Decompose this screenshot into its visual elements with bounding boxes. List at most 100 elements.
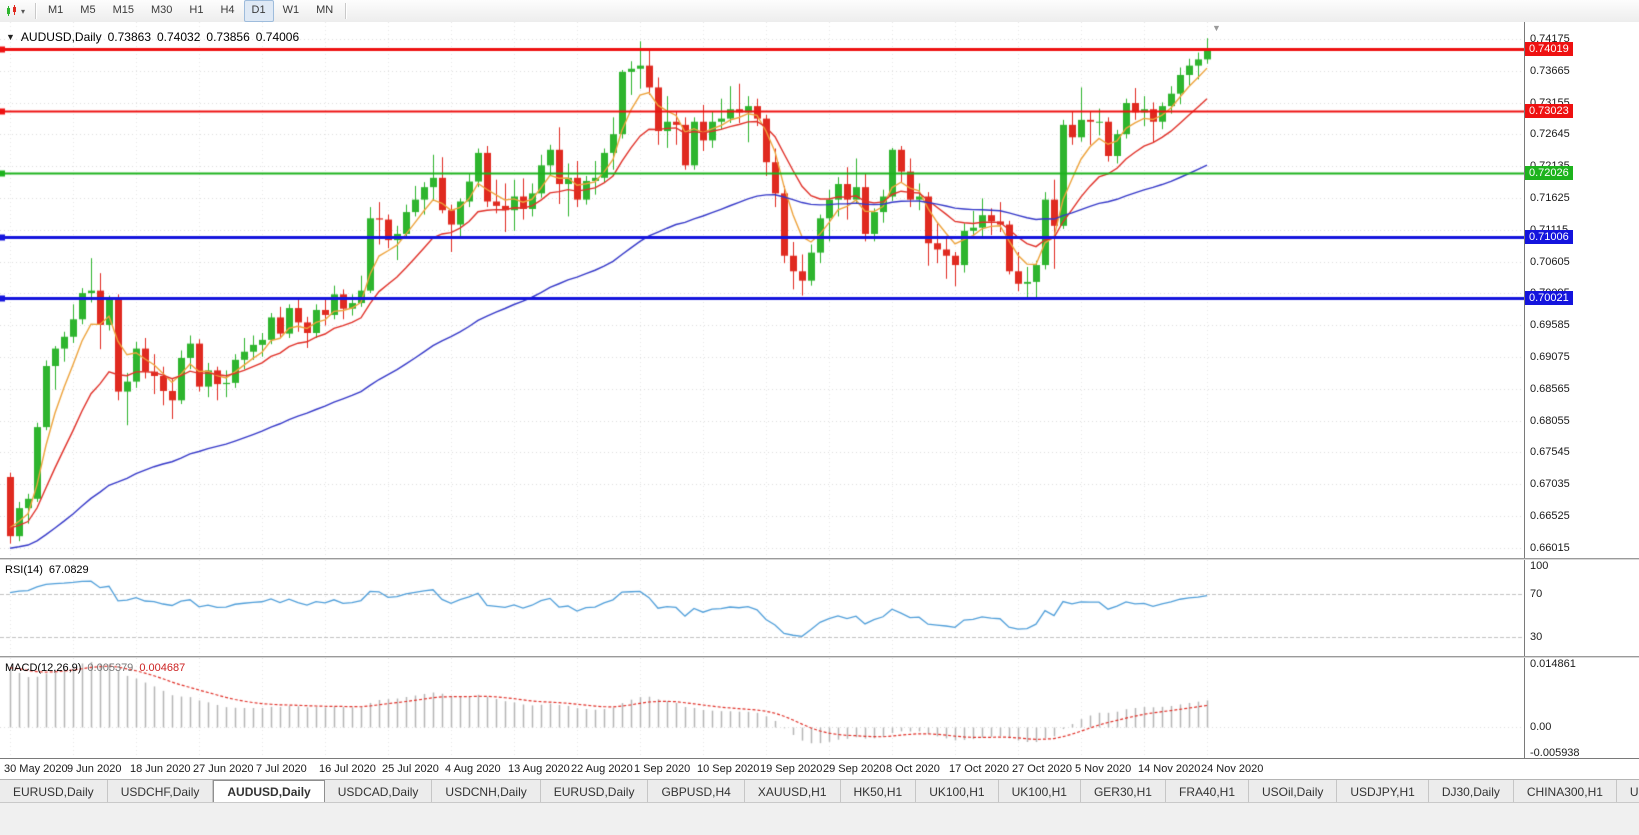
price-axis-label: 0.70605 bbox=[1530, 255, 1570, 268]
high-value: 0.74032 bbox=[157, 30, 201, 44]
status-strip bbox=[0, 802, 1639, 835]
symbol-tab-fra40-h1[interactable]: FRA40,H1 bbox=[1165, 780, 1250, 803]
symbol-tab-xauusd-h1[interactable]: XAUUSD,H1 bbox=[744, 780, 841, 803]
rsi-header: RSI(14) 67.0829 bbox=[5, 564, 89, 576]
symbol-tab-usoil-daily[interactable]: USOil,Daily bbox=[1249, 780, 1338, 803]
one-click-trading-collapse-icon[interactable]: ▼ bbox=[6, 32, 15, 42]
price-axis-label: 0.67545 bbox=[1530, 446, 1570, 459]
timeframe-button-w1[interactable]: W1 bbox=[282, 4, 300, 16]
date-axis-label: 13 Aug 2020 bbox=[508, 763, 570, 775]
date-axis-label: 24 Nov 2020 bbox=[1201, 763, 1264, 775]
hline-price-tag[interactable]: 0.73023 bbox=[1525, 103, 1573, 118]
panel-splitter[interactable] bbox=[0, 558, 1639, 560]
macd-canvas[interactable] bbox=[0, 658, 1524, 758]
timeframe-button-d1[interactable]: D1 bbox=[243, 0, 274, 22]
date-axis-label: 27 Oct 2020 bbox=[1012, 763, 1072, 775]
timeframe-toolbar: ▾ M1 M5 M15 M30 H1 H4 D1 W1 MN bbox=[0, 0, 1639, 23]
price-axis-label: 0.68565 bbox=[1530, 382, 1570, 395]
rsi-axis-border bbox=[1524, 560, 1525, 656]
macd-axis-label: -0.005938 bbox=[1530, 747, 1580, 759]
date-axis-label: 9 Jun 2020 bbox=[67, 763, 122, 775]
macd-axis-border bbox=[1524, 658, 1525, 758]
macd-label: MACD(12,26,9) bbox=[5, 662, 82, 674]
symbol-tab-usdcnh-daily[interactable]: USDCNH,Daily bbox=[432, 780, 541, 803]
dropdown-caret-icon: ▾ bbox=[21, 6, 26, 16]
date-axis-label: 14 Nov 2020 bbox=[1138, 763, 1201, 775]
date-axis-label: 30 May 2020 bbox=[4, 763, 68, 775]
low-value: 0.73856 bbox=[206, 30, 250, 44]
price-axis-label: 0.69585 bbox=[1530, 319, 1570, 332]
date-axis-label: 19 Sep 2020 bbox=[760, 763, 823, 775]
date-axis-label: 16 Jul 2020 bbox=[319, 763, 376, 775]
symbol-tab-uk100-h1[interactable]: UK100,H1 bbox=[998, 780, 1081, 803]
rsi-label: RSI(14) bbox=[5, 564, 43, 576]
price-axis-label: 0.66525 bbox=[1530, 509, 1570, 522]
hline-price-tag[interactable]: 0.74019 bbox=[1525, 41, 1573, 56]
macd-header: MACD(12,26,9) 0.005379 0.004687 bbox=[5, 662, 185, 674]
price-axis-label: 0.69075 bbox=[1530, 351, 1570, 363]
symbol-tab-gbpusd-h4[interactable]: GBPUSD,H4 bbox=[648, 780, 745, 803]
price-chart-canvas[interactable] bbox=[0, 22, 1524, 558]
symbol-tab-eurusd-daily[interactable]: EURUSD,Daily bbox=[540, 780, 649, 803]
price-chart-panel: ▼ AUDUSD,Daily 0.73863 0.74032 0.73856 0… bbox=[0, 22, 1639, 558]
open-value: 0.73863 bbox=[107, 30, 151, 44]
timeframe-button-h4[interactable]: H4 bbox=[220, 4, 235, 16]
timeframe-button-m15[interactable]: M15 bbox=[112, 4, 134, 16]
price-axis-label: 0.73665 bbox=[1530, 64, 1570, 77]
rsi-axis-label: 100 bbox=[1530, 560, 1549, 572]
macd-signal-value: 0.004687 bbox=[139, 662, 186, 674]
date-axis-label: 8 Oct 2020 bbox=[886, 763, 940, 775]
rsi-axis-label: 70 bbox=[1530, 588, 1543, 601]
timeframe-button-m5[interactable]: M5 bbox=[80, 4, 96, 16]
toolbar-separator bbox=[345, 3, 347, 19]
symbol-tab-china300-h1[interactable]: CHINA300,H1 bbox=[1513, 780, 1617, 803]
macd-panel: MACD(12,26,9) 0.005379 0.004687 0.014861… bbox=[0, 658, 1639, 759]
macd-axis-label: 0.014861 bbox=[1530, 658, 1576, 670]
rsi-axis-label: 30 bbox=[1530, 630, 1543, 643]
timeframe-button-mn[interactable]: MN bbox=[316, 4, 334, 16]
timeframe-button-h1[interactable]: H1 bbox=[189, 4, 204, 16]
date-axis: 30 May 2020 9 Jun 2020 18 Jun 2020 27 Jun 2… bbox=[0, 758, 1639, 780]
hline-price-tag[interactable]: 0.70021 bbox=[1525, 291, 1573, 306]
timeframe-button-m1[interactable]: M1 bbox=[48, 4, 64, 16]
symbol-tab-ger30-h1[interactable]: GER30,H1 bbox=[1080, 780, 1166, 803]
date-axis-label: 29 Sep 2020 bbox=[823, 763, 886, 775]
date-axis-label: 1 Sep 2020 bbox=[634, 763, 691, 775]
chart-type-button[interactable]: ▾ bbox=[0, 1, 31, 21]
symbol-tab-hk50-h1[interactable]: HK50,H1 bbox=[840, 780, 917, 803]
rsi-canvas[interactable] bbox=[0, 560, 1524, 656]
symbol-tab-dj30-daily[interactable]: DJ30,Daily bbox=[1428, 780, 1514, 803]
symbol-tab-audusd-daily[interactable]: AUDUSD,Daily bbox=[213, 780, 325, 803]
price-axis-label: 0.67035 bbox=[1530, 478, 1570, 491]
toolbar-separator bbox=[35, 3, 37, 19]
symbol-tab-eurusd-daily[interactable]: EURUSD,Daily bbox=[0, 780, 108, 803]
symbol-tab-usoil-h1[interactable]: USOil,H1 bbox=[1616, 780, 1639, 803]
price-axis-label: 0.71625 bbox=[1530, 192, 1570, 205]
symbol-tab-usdjpy-h1[interactable]: USDJPY,H1 bbox=[1337, 780, 1429, 803]
date-axis-label: 10 Sep 2020 bbox=[697, 763, 760, 775]
date-axis-label: 5 Nov 2020 bbox=[1075, 763, 1132, 775]
timeframe-button-m30[interactable]: M30 bbox=[150, 4, 173, 16]
hline-price-tag[interactable]: 0.72026 bbox=[1525, 166, 1573, 181]
symbol-tab-bar: EURUSD,Daily USDCHF,Daily AUDUSD,Daily USDC… bbox=[0, 779, 1639, 803]
date-axis-label: 22 Aug 2020 bbox=[571, 763, 633, 775]
price-axis-label: 0.66015 bbox=[1530, 541, 1570, 554]
candlestick-chart-icon bbox=[7, 5, 16, 16]
close-value: 0.74006 bbox=[255, 30, 300, 44]
date-axis-label: 25 Jul 2020 bbox=[382, 763, 439, 775]
hline-price-tag[interactable]: 0.71006 bbox=[1525, 229, 1573, 244]
symbol-tab-usdchf-daily[interactable]: USDCHF,Daily bbox=[107, 780, 214, 803]
date-axis-label: 18 Jun 2020 bbox=[130, 763, 191, 775]
rsi-value: 67.0829 bbox=[48, 564, 89, 576]
symbol-tab-uk100-h1[interactable]: UK100,H1 bbox=[916, 780, 999, 803]
price-axis-label: 0.68055 bbox=[1530, 414, 1570, 427]
date-axis-label: 17 Oct 2020 bbox=[949, 763, 1009, 775]
date-axis-label: 4 Aug 2020 bbox=[445, 763, 501, 775]
rsi-panel: RSI(14) 67.0829 100 70 30 bbox=[0, 560, 1639, 656]
chart-shift-icon[interactable]: ▼ bbox=[1212, 23, 1221, 33]
panel-splitter[interactable] bbox=[0, 656, 1639, 658]
symbol-tab-usdcad-daily[interactable]: USDCAD,Daily bbox=[324, 780, 433, 803]
macd-main-value: 0.005379 bbox=[87, 662, 134, 674]
ohlc-readout: ▼ AUDUSD,Daily 0.73863 0.74032 0.73856 0… bbox=[6, 30, 299, 44]
